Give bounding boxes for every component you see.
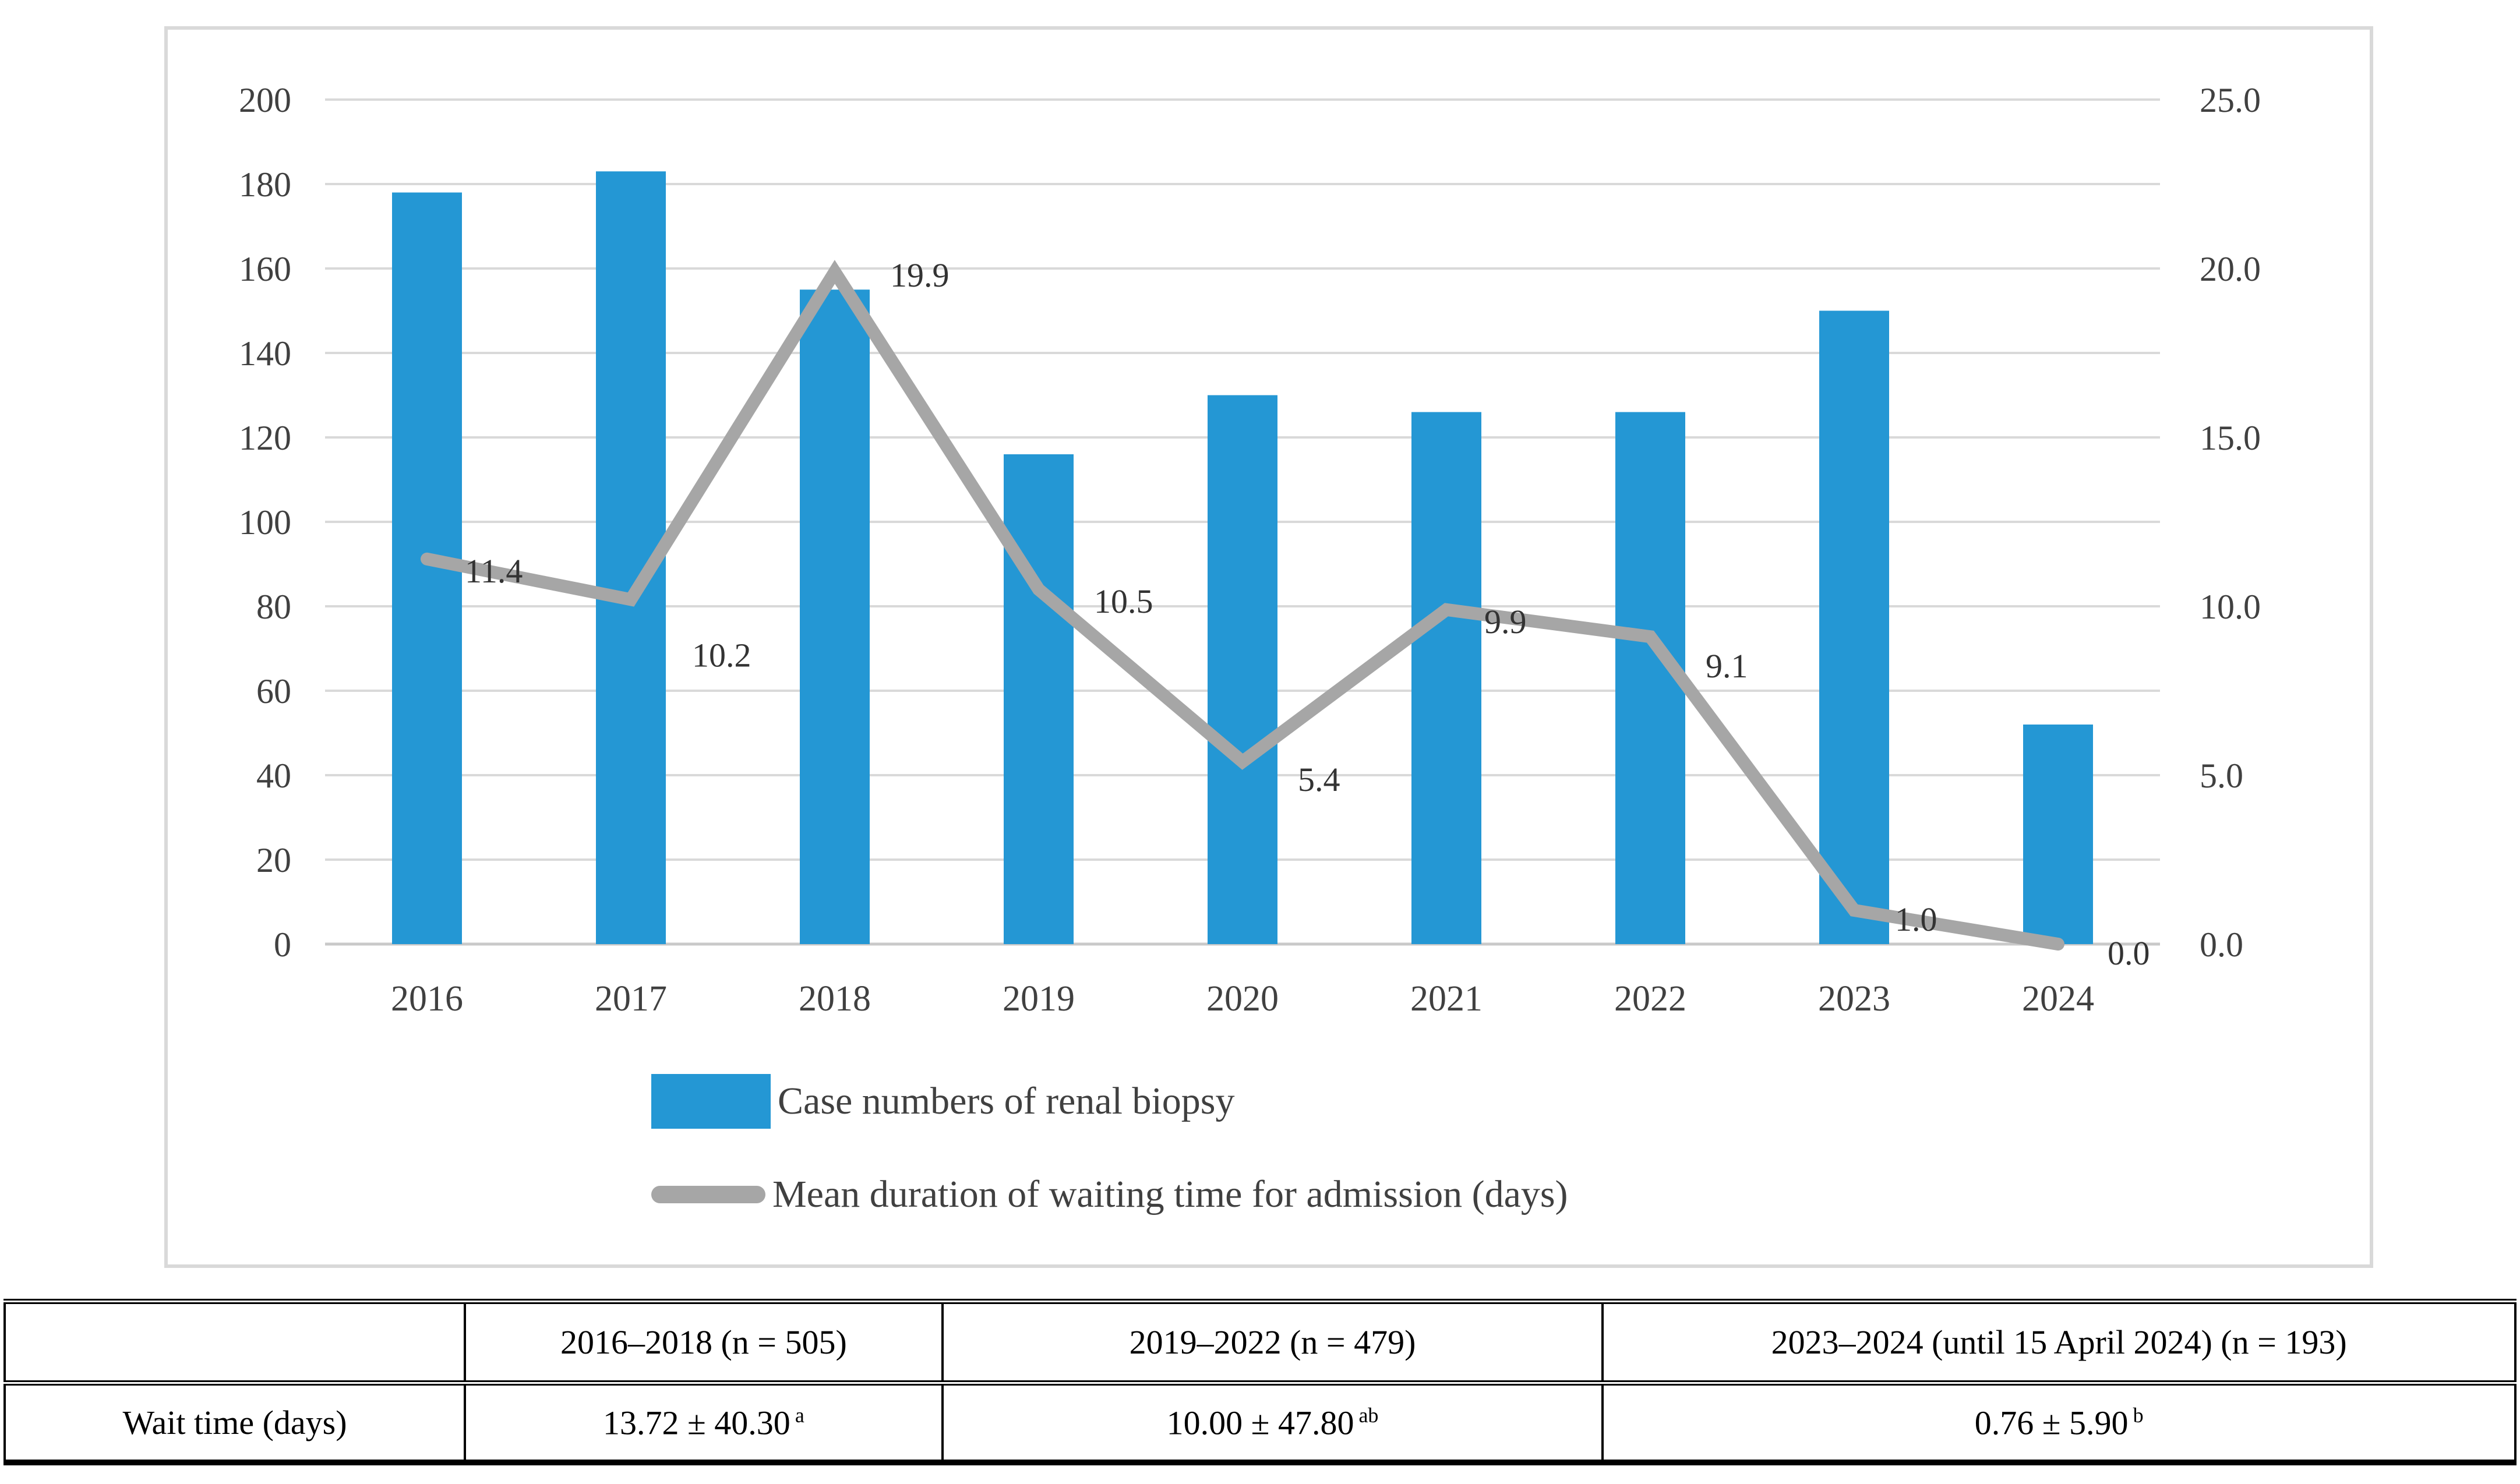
svg-text:180: 180 <box>239 165 291 204</box>
svg-text:0.0: 0.0 <box>2200 925 2243 964</box>
svg-text:2019: 2019 <box>1003 979 1075 1019</box>
table-header-period-2016-2018: 2016–2018 (n = 505) <box>464 1299 944 1386</box>
significance-superscript: a <box>795 1403 804 1427</box>
svg-text:10.5: 10.5 <box>1094 582 1153 620</box>
svg-text:0: 0 <box>274 925 291 964</box>
svg-text:160: 160 <box>239 250 291 288</box>
table-header-period-2023-2024: 2023–2024 (until 15 April 2024) (n = 193… <box>1601 1299 2517 1386</box>
table-header-period-2019-2022: 2019–2022 (n = 479) <box>941 1299 1604 1386</box>
summary-table: 2016–2018 (n = 505) 2019–2022 (n = 479) … <box>3 1299 2517 1465</box>
table-header-row: 2016–2018 (n = 505) 2019–2022 (n = 479) … <box>3 1299 2517 1386</box>
legend-item-bars: Case numbers of renal biopsy <box>651 1073 1568 1129</box>
svg-text:9.1: 9.1 <box>1706 647 1748 685</box>
row-label: Wait time (days) <box>3 1381 467 1465</box>
svg-text:25.0: 25.0 <box>2200 81 2261 119</box>
bar-series-swatch-icon <box>651 1074 771 1129</box>
svg-text:2018: 2018 <box>799 979 871 1019</box>
svg-text:80: 80 <box>256 588 291 626</box>
wait-time-cell-period-2: 10.00 ± 47.80 ab <box>941 1381 1604 1465</box>
svg-text:19.9: 19.9 <box>890 256 950 294</box>
svg-text:1.0: 1.0 <box>1895 900 1937 938</box>
svg-text:0.0: 0.0 <box>2108 934 2150 972</box>
chart-panel: 0 20 40 60 80 100 120 140 160 180 200 0.0 5.0 10.0 15.… <box>164 26 2373 1268</box>
svg-text:40: 40 <box>256 757 291 795</box>
svg-text:5.0: 5.0 <box>2200 757 2243 795</box>
svg-text:100: 100 <box>239 503 291 542</box>
wait-time-value: 0.76 ± 5.90 <box>1974 1403 2129 1441</box>
svg-text:2017: 2017 <box>595 979 667 1019</box>
svg-text:2024: 2024 <box>2022 979 2094 1019</box>
svg-text:20: 20 <box>256 841 291 879</box>
table-row-wait-time: Wait time (days) 13.72 ± 40.30 a 10.00 ± … <box>3 1381 2517 1465</box>
svg-text:2016: 2016 <box>391 979 463 1019</box>
svg-text:20.0: 20.0 <box>2200 250 2261 288</box>
svg-text:2022: 2022 <box>1614 979 1686 1019</box>
svg-text:2023: 2023 <box>1818 979 1890 1019</box>
svg-text:60: 60 <box>256 672 291 711</box>
wait-time-cell-period-1: 13.72 ± 40.30 a <box>464 1381 944 1465</box>
svg-text:2020: 2020 <box>1206 979 1279 1019</box>
svg-text:11.4: 11.4 <box>465 552 523 590</box>
significance-superscript: b <box>2133 1403 2144 1427</box>
svg-text:120: 120 <box>239 419 291 457</box>
wait-time-value: 10.00 ± 47.80 <box>1166 1403 1354 1441</box>
legend-label-bars: Case numbers of renal biopsy <box>778 1080 1235 1122</box>
line-series-swatch-icon <box>651 1186 765 1203</box>
svg-text:15.0: 15.0 <box>2200 419 2261 457</box>
legend-label-line: Mean duration of waiting time for admiss… <box>772 1173 1568 1216</box>
chart-legend: Case numbers of renal biopsy Mean durati… <box>651 1073 1568 1222</box>
svg-text:2021: 2021 <box>1410 979 1483 1019</box>
svg-text:10.0: 10.0 <box>2200 588 2261 626</box>
svg-text:5.4: 5.4 <box>1298 761 1340 798</box>
wait-time-cell-period-3: 0.76 ± 5.90 b <box>1601 1381 2517 1465</box>
svg-text:140: 140 <box>239 334 291 373</box>
summary-table-header: 2016–2018 (n = 505) 2019–2022 (n = 479) … <box>3 1299 2517 1386</box>
svg-text:9.9: 9.9 <box>1484 603 1527 641</box>
table-header-empty <box>3 1299 467 1386</box>
combo-chart: 0 20 40 60 80 100 120 140 160 180 200 0.0 5.0 10.0 15.… <box>239 81 2261 1019</box>
significance-superscript: ab <box>1358 1403 1379 1427</box>
legend-item-line: Mean duration of waiting time for admiss… <box>651 1167 1568 1222</box>
summary-table-body: Wait time (days) 13.72 ± 40.30 a 10.00 ± … <box>3 1381 2517 1465</box>
svg-text:10.2: 10.2 <box>692 636 751 674</box>
wait-time-value: 13.72 ± 40.30 <box>602 1403 790 1441</box>
svg-text:200: 200 <box>239 81 291 119</box>
